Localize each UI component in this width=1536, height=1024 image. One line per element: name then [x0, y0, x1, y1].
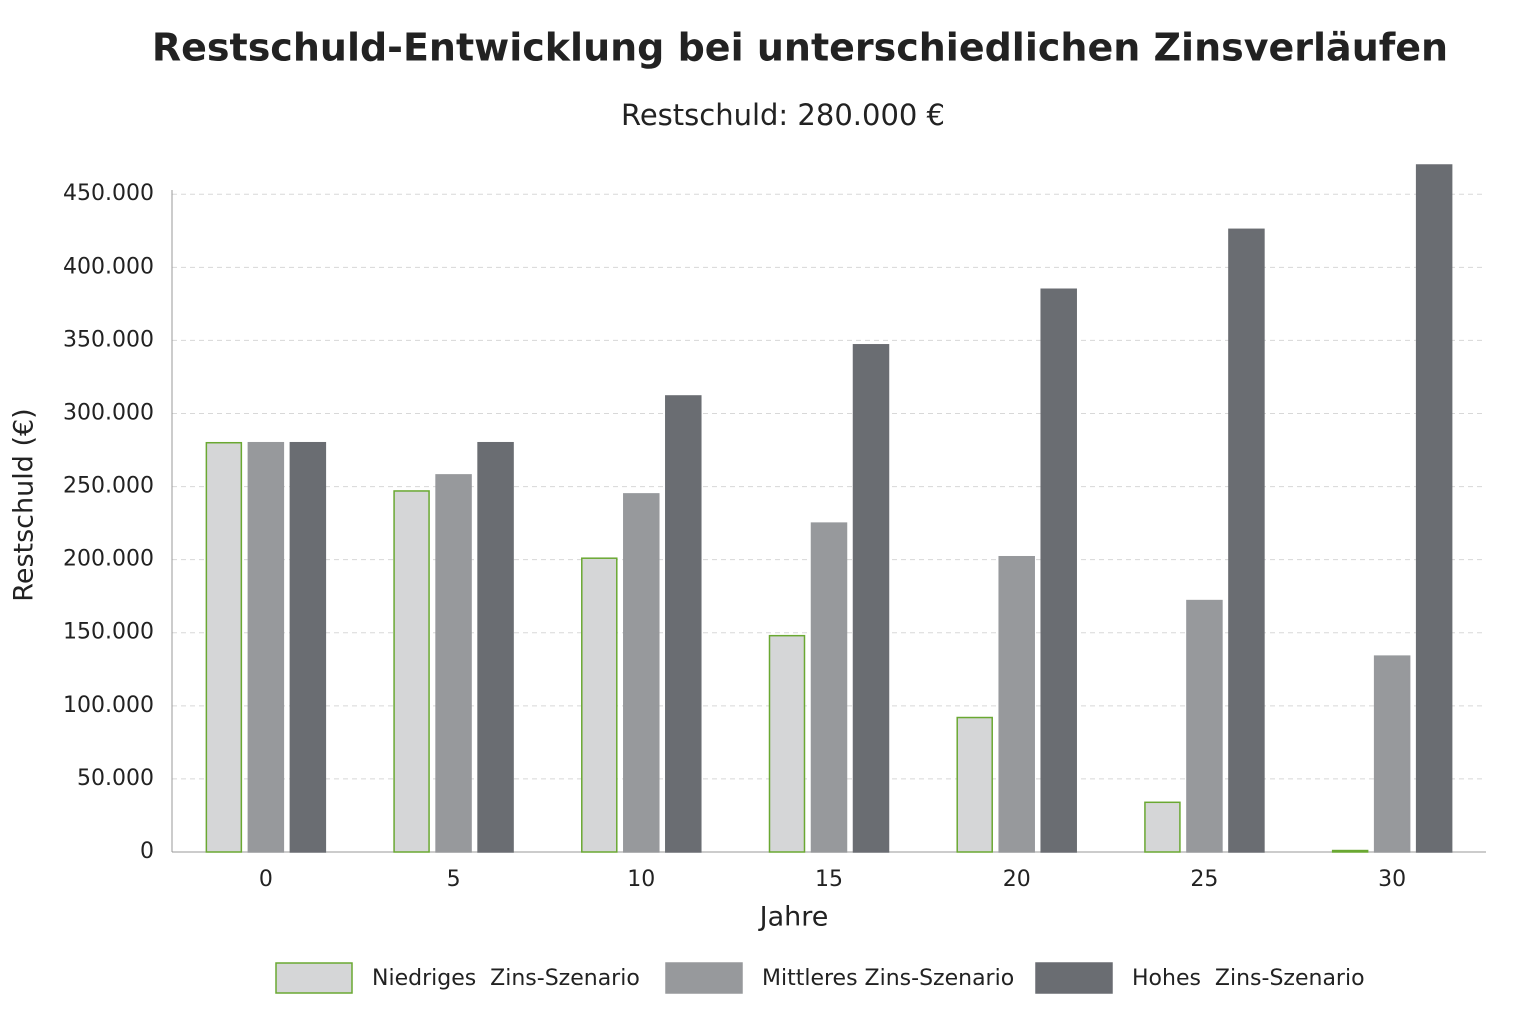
bar: [1144, 801, 1181, 853]
y-tick-label: 100.000: [63, 693, 154, 718]
y-tick-label: 450.000: [63, 181, 154, 206]
y-tick-label: 300.000: [63, 400, 154, 425]
y-tick-label: 350.000: [63, 327, 154, 352]
y-axis-label: Restschuld (€): [9, 408, 40, 601]
bar: [205, 441, 243, 853]
legend-label: Niedriges Zins-Szenario: [372, 966, 640, 991]
x-axis-label: Jahre: [758, 902, 829, 933]
bar: [768, 634, 806, 853]
bar: [998, 555, 1035, 853]
bar: [956, 716, 993, 853]
bar: [1040, 288, 1077, 853]
bar: [665, 395, 702, 853]
legend-swatch: [1035, 962, 1113, 994]
bar: [393, 490, 430, 853]
y-tick-label: 50.000: [77, 766, 154, 791]
bar: [477, 441, 514, 853]
y-tick-label: 400.000: [63, 254, 154, 279]
bar: [581, 557, 618, 853]
bar: [852, 344, 890, 853]
legend-label: Mittleres Zins-Szenario: [762, 966, 1014, 991]
x-tick-label: 30: [1378, 867, 1406, 892]
bar: [1373, 655, 1411, 853]
bar: [247, 441, 285, 853]
y-tick-label: 200.000: [63, 547, 154, 572]
legend-swatch: [275, 962, 353, 994]
bar: [435, 474, 472, 853]
bar: [1186, 599, 1223, 853]
bar: [623, 493, 660, 853]
bar: [289, 441, 327, 853]
y-tick-label: 150.000: [63, 620, 154, 645]
bar: [1415, 164, 1453, 853]
bar: [810, 522, 848, 853]
y-tick-label: 250.000: [63, 474, 154, 499]
x-tick-label: 20: [1003, 867, 1031, 892]
x-tick-label: 10: [627, 867, 655, 892]
legend-swatch: [665, 962, 743, 994]
x-tick-label: 25: [1190, 867, 1218, 892]
y-tick-label: 0: [140, 839, 154, 864]
x-tick-label: 5: [447, 867, 461, 892]
legend-label: Hohes Zins-Szenario: [1132, 966, 1365, 991]
x-tick-label: 15: [815, 867, 843, 892]
bar: [1331, 849, 1369, 853]
x-tick-label: 0: [259, 867, 273, 892]
chart-subtitle: Restschuld: 280.000 €: [621, 98, 945, 132]
chart-title: Restschuld-Entwicklung bei unterschiedli…: [152, 26, 1448, 70]
bar: [1228, 228, 1265, 853]
